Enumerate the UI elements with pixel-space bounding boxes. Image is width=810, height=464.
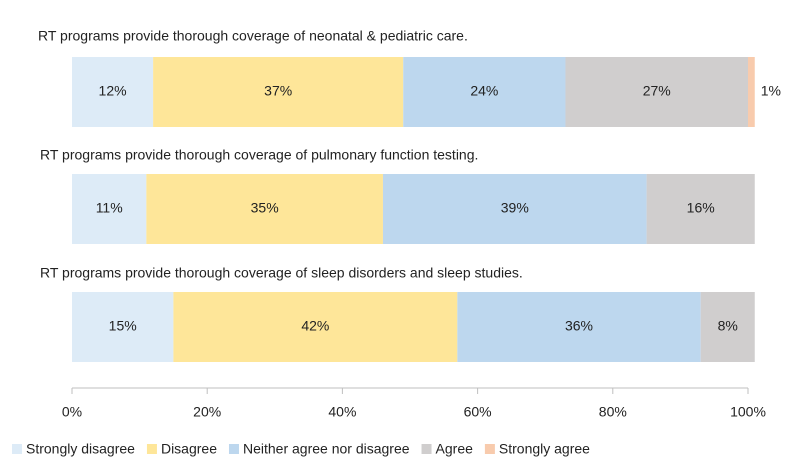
category-label: RT programs provide thorough coverage of…: [40, 265, 523, 281]
data-label: 35%: [251, 200, 279, 216]
data-label: 42%: [301, 318, 329, 334]
data-label: 37%: [264, 83, 292, 99]
legend-label: Neither agree nor disagree: [243, 441, 410, 457]
x-tick-label: 80%: [599, 404, 627, 420]
data-label: 16%: [687, 200, 715, 216]
legend-swatch: [146, 444, 157, 454]
bar-segment: [72, 174, 147, 244]
data-label: 24%: [470, 83, 498, 99]
bar-segment: [565, 57, 748, 127]
data-label: 8%: [718, 318, 738, 334]
data-label: 1%: [761, 83, 781, 99]
data-label: 27%: [643, 83, 671, 99]
x-tick-label: 60%: [464, 404, 492, 420]
x-tick-label: 100%: [730, 404, 766, 420]
legend-swatch: [421, 444, 432, 454]
data-label: 12%: [99, 83, 127, 99]
bar-segment: [700, 292, 755, 362]
x-tick-label: 0%: [62, 404, 82, 420]
bar-segment: [72, 292, 174, 362]
bar-segment: [457, 292, 701, 362]
data-label: 39%: [501, 200, 529, 216]
legend-label: Agree: [436, 441, 474, 457]
bar-segment: [403, 57, 566, 127]
data-label: 11%: [96, 200, 123, 216]
bar-segment: [146, 174, 383, 244]
bar-segment: [748, 57, 755, 127]
x-tick-label: 20%: [193, 404, 221, 420]
bar-segment: [153, 57, 404, 127]
legend-swatch: [12, 444, 22, 454]
legend-swatch: [484, 444, 495, 454]
data-label: 15%: [109, 318, 137, 334]
bar-segment: [382, 174, 647, 244]
x-tick-label: 40%: [328, 404, 356, 420]
legend-swatch: [228, 444, 239, 454]
category-label: RT programs provide thorough coverage of…: [38, 28, 468, 44]
legend-label: Strongly disagree: [26, 441, 135, 457]
legend-label: Strongly agree: [499, 441, 590, 457]
category-label: RT programs provide thorough coverage of…: [40, 147, 478, 163]
bar-segment: [173, 292, 458, 362]
bar-segment: [646, 174, 755, 244]
data-label: 36%: [565, 318, 593, 334]
bar-segment: [72, 57, 154, 127]
legend-label: Disagree: [161, 441, 217, 457]
